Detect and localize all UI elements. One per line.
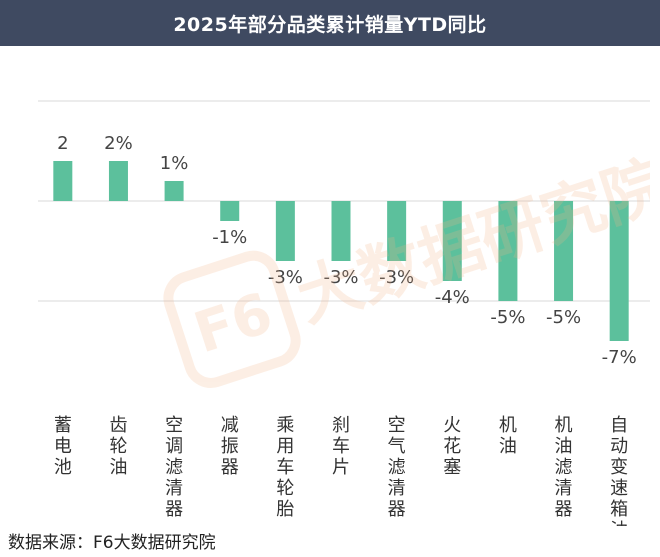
data-label-6: -3% bbox=[379, 267, 414, 288]
bar-5 bbox=[331, 201, 351, 261]
data-label-1: 2% bbox=[104, 133, 133, 154]
category-label-3: 减振器 bbox=[221, 415, 239, 478]
data-label-10: -7% bbox=[602, 347, 637, 368]
bar-0 bbox=[53, 161, 73, 201]
data-label-7: -4% bbox=[435, 287, 470, 308]
data-label-0: 2 bbox=[57, 133, 68, 154]
bar-10 bbox=[609, 201, 629, 341]
chart-title-bar: 2025年部分品类累计销量YTD同比 bbox=[0, 0, 660, 46]
category-label-9: 机油滤清器 bbox=[555, 415, 573, 520]
bar-9 bbox=[554, 201, 574, 301]
chart-area: 2 蓄电池 2% 齿轮油 1% 空调滤清器 -1% 减振器 -3% 乘用车轮胎 -3% 刹车片 -3% 空… bbox=[0, 46, 660, 526]
category-label-1: 齿轮油 bbox=[109, 415, 127, 478]
bar-3 bbox=[220, 201, 240, 221]
category-label-8: 机油 bbox=[499, 415, 517, 457]
bar-1 bbox=[108, 161, 128, 201]
bar-chart: 2 蓄电池 2% 齿轮油 1% 空调滤清器 -1% 减振器 -3% 乘用车轮胎 -3% 刹车片 -3% 空… bbox=[38, 100, 650, 526]
category-label-7: 火花塞 bbox=[443, 415, 461, 478]
category-label-0: 蓄电池 bbox=[54, 415, 72, 478]
chart-title: 2025年部分品类累计销量YTD同比 bbox=[173, 13, 487, 36]
category-label-6: 空气滤清器 bbox=[388, 415, 406, 520]
bar-2 bbox=[164, 181, 184, 201]
bar-8 bbox=[498, 201, 518, 301]
category-label-2: 空调滤清器 bbox=[165, 415, 183, 520]
bar-7 bbox=[442, 201, 462, 281]
data-label-8: -5% bbox=[490, 307, 525, 328]
data-label-5: -3% bbox=[323, 267, 358, 288]
data-label-4: -3% bbox=[268, 267, 303, 288]
data-label-9: -5% bbox=[546, 307, 581, 328]
data-label-3: -1% bbox=[212, 227, 247, 248]
bar-6 bbox=[387, 201, 407, 261]
category-label-5: 刹车片 bbox=[332, 415, 350, 478]
category-label-4: 乘用车轮胎 bbox=[276, 415, 294, 520]
data-label-2: 1% bbox=[160, 153, 189, 174]
source-note: 数据来源：F6大数据研究院 bbox=[8, 533, 216, 553]
category-label-10: 自动变速箱油 bbox=[610, 415, 628, 526]
bar-4 bbox=[275, 201, 295, 261]
